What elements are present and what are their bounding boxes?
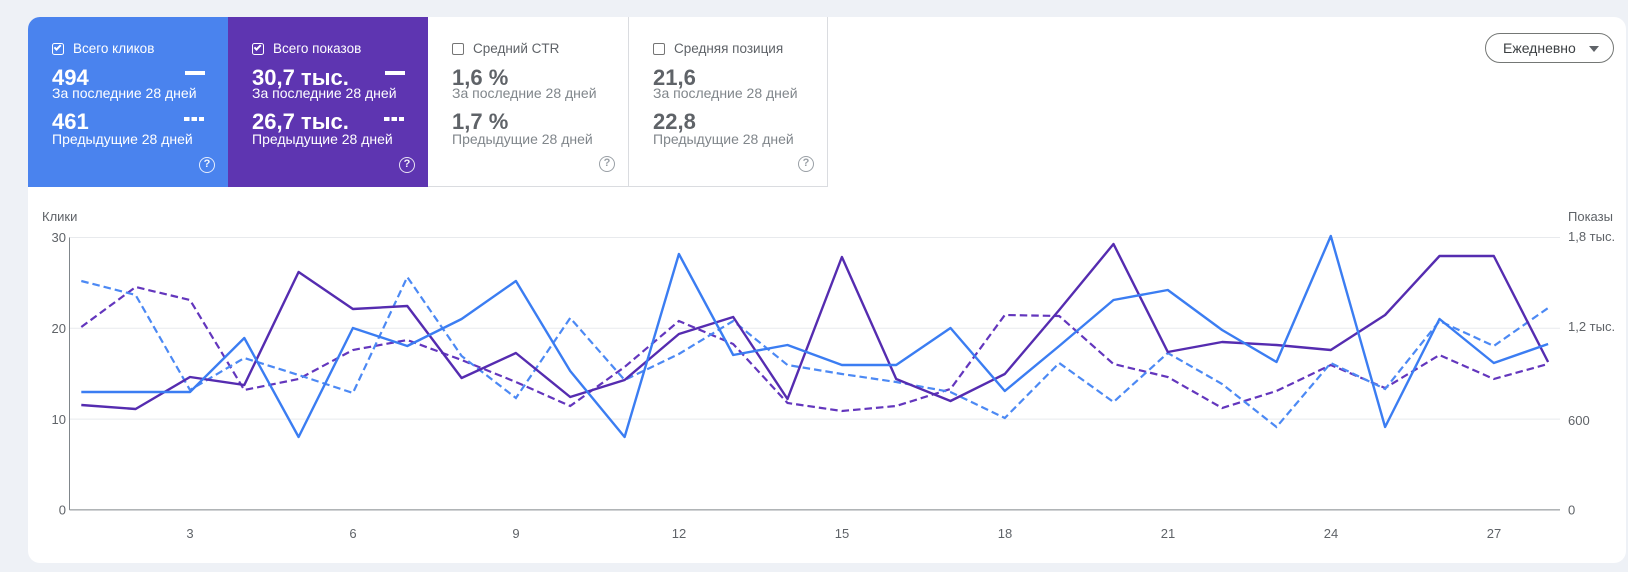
svg-text:21: 21 — [1161, 526, 1175, 541]
svg-text:3: 3 — [186, 526, 193, 541]
svg-text:6: 6 — [349, 526, 356, 541]
svg-text:15: 15 — [835, 526, 849, 541]
svg-text:24: 24 — [1324, 526, 1338, 541]
svg-text:20: 20 — [52, 321, 66, 336]
svg-text:0: 0 — [1568, 503, 1575, 518]
svg-text:18: 18 — [998, 526, 1012, 541]
svg-text:Клики: Клики — [42, 209, 77, 224]
svg-text:12: 12 — [672, 526, 686, 541]
svg-text:1,2 тыс.: 1,2 тыс. — [1568, 319, 1615, 334]
svg-text:27: 27 — [1487, 526, 1501, 541]
svg-text:Показы: Показы — [1568, 209, 1613, 224]
svg-text:10: 10 — [52, 412, 66, 427]
svg-text:600: 600 — [1568, 413, 1590, 428]
svg-text:1,8 тыс.: 1,8 тыс. — [1568, 229, 1615, 244]
svg-text:30: 30 — [52, 230, 66, 245]
svg-text:9: 9 — [512, 526, 519, 541]
svg-text:0: 0 — [59, 503, 66, 518]
